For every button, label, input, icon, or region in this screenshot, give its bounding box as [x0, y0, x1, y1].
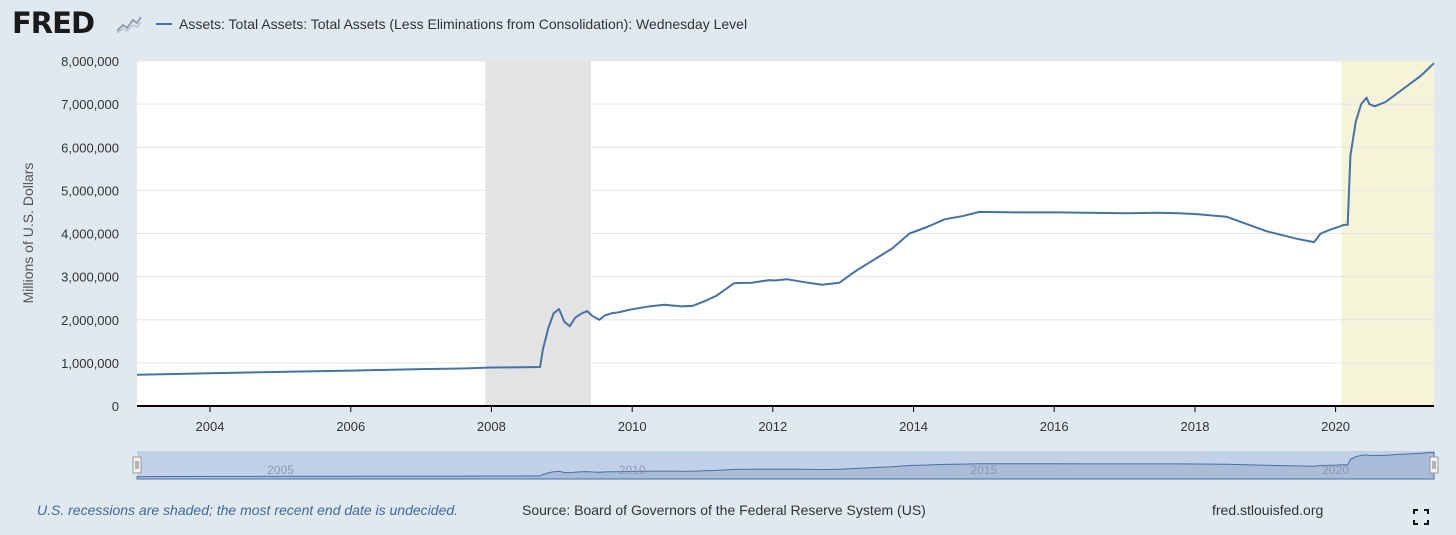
y-tick-label: 1,000,000 — [61, 356, 119, 371]
navigator-labels: 2005 2010 2015 2020 — [267, 463, 1349, 477]
x-tick-label: 2012 — [758, 419, 787, 434]
site-link[interactable]: fred.stlouisfed.org — [1212, 502, 1324, 518]
y-tick-label: 2,000,000 — [61, 313, 119, 328]
x-tick-labels: 2004 2006 2008 2010 2012 2014 2016 2018 2020 — [196, 406, 1350, 434]
navigator-area — [136, 451, 1435, 480]
x-tick-label: 2020 — [1321, 419, 1350, 434]
grid-lines — [137, 60, 1434, 364]
x-tick-label: 2014 — [899, 419, 928, 434]
x-tick-label: 2016 — [1040, 419, 1069, 434]
x-tick-label: 2010 — [618, 419, 647, 434]
x-tick-label: 2008 — [477, 419, 506, 434]
y-tick-labels: 0 1,000,000 2,000,000 3,000,000 4,000,000 5,0… — [61, 54, 119, 414]
legend-series-label: Assets: Total Assets: Total Assets (Less… — [179, 16, 748, 32]
navigator-label: 2020 — [1322, 463, 1349, 477]
source-text[interactable]: Source: Board of Governors of the Federa… — [522, 502, 926, 518]
chart-legend[interactable]: Assets: Total Assets: Total Assets (Less… — [156, 16, 747, 32]
recession-note[interactable]: U.S. recessions are shaded; the most rec… — [37, 502, 459, 518]
navigator-label: 2015 — [971, 463, 998, 477]
y-tick-label: 5,000,000 — [61, 183, 119, 198]
chart-header: FRED Assets: Total Assets: Total Assets … — [0, 0, 1456, 50]
x-tick-label: 2006 — [336, 419, 365, 434]
y-tick-label: 8,000,000 — [61, 54, 119, 69]
series-line — [136, 62, 1435, 376]
legend-swatch — [156, 23, 172, 25]
y-tick-label: 4,000,000 — [61, 227, 119, 242]
navigator-label: 2010 — [619, 463, 646, 477]
y-axis-label: Millions of U.S. Dollars — [20, 163, 36, 304]
chart-logo-icon — [116, 16, 142, 34]
y-tick-label: 3,000,000 — [61, 270, 119, 285]
x-tick-label: 2018 — [1181, 419, 1210, 434]
navigator-handle-right[interactable] — [1429, 456, 1439, 474]
x-tick-label: 2004 — [196, 419, 225, 434]
fullscreen-icon[interactable] — [1413, 509, 1429, 525]
navigator-handle-left[interactable] — [132, 456, 142, 474]
chart: 0 1,000,000 2,000,000 3,000,000 4,000,000 5,0… — [20, 54, 1439, 480]
y-tick-label: 0 — [112, 399, 119, 414]
navigator-label: 2005 — [267, 463, 294, 477]
y-tick-label: 6,000,000 — [61, 140, 119, 155]
range-navigator[interactable]: 2005 2010 2015 2020 — [132, 451, 1439, 480]
y-tick-label: 7,000,000 — [61, 97, 119, 112]
fred-logo[interactable]: FRED — [12, 6, 95, 40]
